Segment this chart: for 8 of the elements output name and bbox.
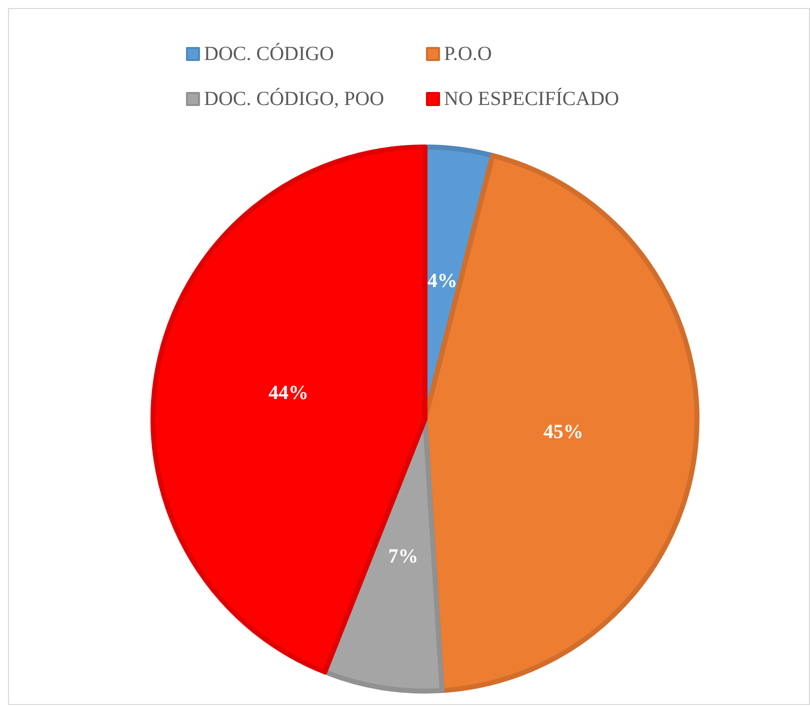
- data-label: 44%: [268, 382, 308, 404]
- data-label: 45%: [543, 421, 584, 444]
- legend-label: DOC. CÓDIGO: [204, 42, 334, 65]
- legend-label: DOC. CÓDIGO, POO: [204, 87, 384, 110]
- legend-label: NO ESPECIFÍCADO: [444, 87, 620, 110]
- data-label: 7%: [388, 545, 418, 568]
- data-label: 4%: [427, 270, 458, 292]
- legend-label: P.O.O: [444, 43, 492, 65]
